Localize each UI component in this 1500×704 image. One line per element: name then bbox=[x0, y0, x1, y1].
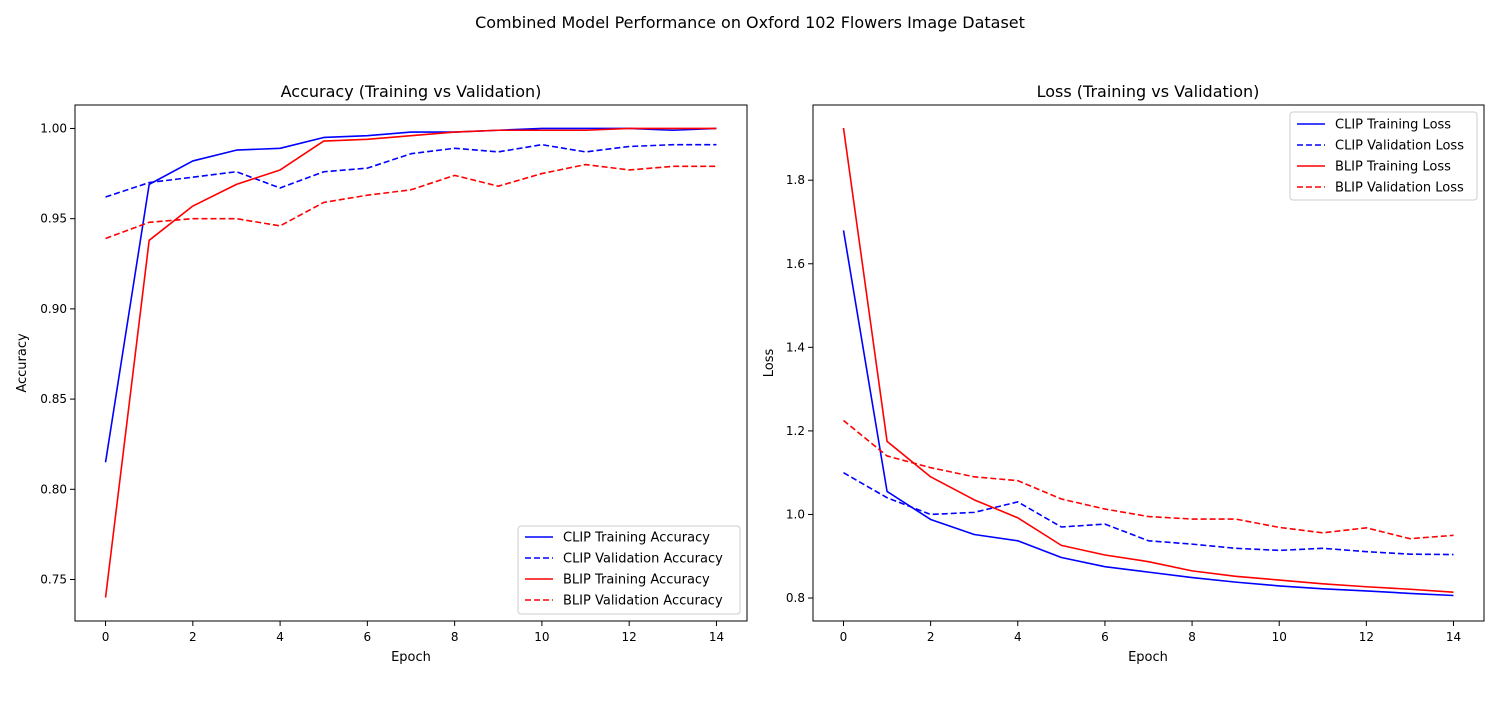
loss-x-tick-label: 0 bbox=[840, 630, 848, 644]
loss-chart: Loss (Training vs Validation) 0 2 4 6 8 10 12 1… bbox=[762, 82, 1485, 665]
loss-x-tick-label: 14 bbox=[1446, 630, 1461, 644]
loss-y-tick-label: 0.8 bbox=[786, 591, 805, 605]
accuracy-x-axis-label: Epoch bbox=[391, 650, 431, 665]
accuracy-legend: CLIP Training Accuracy CLIP Validation Ac… bbox=[517, 525, 741, 615]
accuracy-y-tick-label: 0.80 bbox=[40, 482, 67, 496]
accuracy-plot-frame bbox=[74, 104, 748, 622]
blip-validation-loss-line bbox=[842, 419, 1454, 540]
clip-validation-loss-line bbox=[843, 471, 1454, 556]
accuracy-x-tick-label: 8 bbox=[451, 630, 459, 644]
loss-x-tick-label: 12 bbox=[1359, 630, 1374, 644]
loss-y-tick-label: 1.2 bbox=[786, 424, 805, 438]
accuracy-y-tick-label: 0.90 bbox=[40, 302, 67, 316]
accuracy-x-tick-label: 0 bbox=[102, 630, 110, 644]
blip-validation-accuracy-line bbox=[105, 163, 717, 240]
accuracy-x-tick-label: 10 bbox=[534, 630, 549, 644]
loss-y-tick-label: 1.8 bbox=[786, 173, 805, 187]
clip-validation-accuracy-line bbox=[105, 143, 717, 198]
loss-x-tick-label: 8 bbox=[1188, 630, 1196, 644]
loss-chart-title: Loss (Training vs Validation) bbox=[1037, 82, 1260, 101]
loss-y-tick-label: 1.6 bbox=[786, 257, 805, 271]
loss-x-tick-label: 4 bbox=[1014, 630, 1022, 644]
accuracy-x-tick-label: 14 bbox=[709, 630, 724, 644]
accuracy-chart: Accuracy (Training vs Validation) 0 2 4 6 8 1… bbox=[15, 82, 748, 665]
loss-x-tick-label: 6 bbox=[1101, 630, 1109, 644]
blip-validation-accuracy-legend-label: BLIP Validation Accuracy bbox=[563, 594, 723, 609]
accuracy-x-tick-label: 2 bbox=[189, 630, 197, 644]
blip-validation-loss-legend-label: BLIP Validation Loss bbox=[1335, 181, 1464, 196]
clip-validation-accuracy-legend-label: CLIP Validation Accuracy bbox=[563, 552, 723, 567]
accuracy-y-tick-label: 0.75 bbox=[40, 573, 67, 587]
loss-y-axis-label: Loss bbox=[762, 349, 777, 378]
figure-title: Combined Model Performance on Oxford 102… bbox=[475, 13, 1025, 32]
loss-legend-box bbox=[1289, 111, 1478, 201]
clip-training-accuracy-legend-label: CLIP Training Accuracy bbox=[563, 531, 710, 546]
clip-validation-loss-legend-label: CLIP Validation Loss bbox=[1335, 139, 1464, 154]
blip-training-loss-legend-label: BLIP Training Loss bbox=[1335, 160, 1451, 175]
loss-x-tick-label: 10 bbox=[1272, 630, 1287, 644]
loss-plot-frame bbox=[812, 104, 1485, 622]
accuracy-chart-title: Accuracy (Training vs Validation) bbox=[281, 82, 542, 101]
accuracy-legend-box bbox=[517, 525, 741, 615]
accuracy-x-tick-label: 6 bbox=[364, 630, 372, 644]
blip-training-loss-line bbox=[842, 127, 1454, 593]
blip-training-accuracy-legend-label: BLIP Training Accuracy bbox=[563, 573, 710, 588]
clip-training-loss-line bbox=[842, 230, 1454, 597]
accuracy-x-tick-label: 12 bbox=[622, 630, 637, 644]
accuracy-y-tick-label: 0.95 bbox=[40, 212, 67, 226]
clip-training-accuracy-line bbox=[104, 127, 717, 463]
accuracy-y-tick-label: 1.00 bbox=[40, 121, 67, 135]
clip-training-loss-legend-label: CLIP Training Loss bbox=[1335, 118, 1451, 133]
loss-y-tick-label: 1.0 bbox=[786, 507, 805, 521]
accuracy-y-tick-label: 0.85 bbox=[40, 392, 67, 406]
loss-y-tick-label: 1.4 bbox=[786, 340, 805, 354]
loss-x-axis-label: Epoch bbox=[1128, 650, 1168, 665]
blip-training-accuracy-line bbox=[104, 127, 717, 598]
accuracy-y-axis-label: Accuracy bbox=[15, 333, 30, 393]
loss-legend: CLIP Training Loss CLIP Validation Loss BL… bbox=[1289, 111, 1478, 201]
loss-x-tick-label: 2 bbox=[927, 630, 935, 644]
accuracy-x-tick-label: 4 bbox=[276, 630, 284, 644]
